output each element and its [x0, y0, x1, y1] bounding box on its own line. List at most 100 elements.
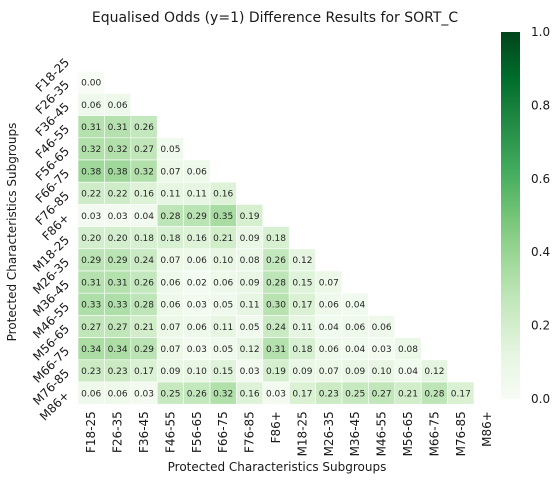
- x-axis-label: Protected Characteristics Subgroups: [168, 460, 387, 474]
- cell-value-label: 0.16: [187, 234, 207, 244]
- cell-value-label: 0.29: [187, 212, 207, 222]
- cell-value-label: 0.16: [240, 389, 260, 399]
- x-tick-label: M46-55: [375, 411, 389, 456]
- cell-value-label: 0.27: [108, 323, 128, 333]
- cell-value-label: 0.11: [240, 301, 260, 311]
- cell-value-label: 0.18: [266, 234, 286, 244]
- cell-value-label: 0.21: [134, 323, 154, 333]
- cell-value-label: 0.34: [81, 345, 101, 355]
- cell-value-label: 0.29: [108, 256, 128, 266]
- cell-value-label: 0.21: [213, 234, 233, 244]
- cell-value-label: 0.06: [345, 323, 365, 333]
- cell-value-label: 0.04: [398, 367, 418, 377]
- cell-value-label: 0.05: [213, 345, 233, 355]
- colorbar-ticks: 0.0 0.2 0.4 0.6 0.8 1.0: [531, 25, 550, 406]
- cell-value-label: 0.32: [134, 167, 154, 177]
- x-tick-label: F46-55: [163, 411, 177, 453]
- colorbar: [501, 32, 520, 399]
- cell-value-label: 0.00: [81, 79, 101, 89]
- cell-value-label: 0.19: [240, 212, 260, 222]
- cell-value-label: 0.29: [134, 345, 154, 355]
- colorbar-tick-label: 0.0: [531, 392, 550, 406]
- cell-value-label: 0.16: [213, 190, 233, 200]
- cell-value-label: 0.18: [134, 234, 154, 244]
- colorbar-tick-label: 1.0: [531, 25, 550, 39]
- cell-value-label: 0.19: [266, 367, 286, 377]
- cell-value-label: 0.23: [319, 389, 339, 399]
- cell-value-label: 0.31: [266, 345, 286, 355]
- cell-value-label: 0.17: [134, 367, 154, 377]
- cell-value-label: 0.18: [160, 234, 180, 244]
- heatmap-cells: 0.00 0.06 0.06 0.31 0.31 0.26 0.32 0.32 0.27 0.05…: [77, 70, 475, 405]
- cell-value-label: 0.38: [81, 167, 101, 177]
- x-tick-label: M66-75: [427, 411, 441, 456]
- cell-value-label: 0.07: [319, 278, 339, 288]
- y-axis-label: Protected Characteristics Subgroups: [5, 123, 19, 342]
- cell-value-label: 0.09: [345, 367, 365, 377]
- cell-value-label: 0.29: [81, 256, 101, 266]
- cell-value-label: 0.11: [292, 323, 312, 333]
- cell-value-label: 0.15: [213, 367, 233, 377]
- cell-value-label: 0.24: [266, 323, 286, 333]
- cell-value-label: 0.06: [187, 323, 207, 333]
- cell-value-label: 0.03: [266, 389, 286, 399]
- cell-value-label: 0.17: [292, 389, 312, 399]
- cell-value-label: 0.04: [345, 345, 365, 355]
- cell-value-label: 0.04: [319, 323, 339, 333]
- cell-value-label: 0.20: [108, 234, 128, 244]
- cell-value-label: 0.11: [187, 190, 207, 200]
- cell-value-label: 0.33: [108, 301, 128, 311]
- cell-value-label: 0.09: [160, 367, 180, 377]
- cell-value-label: 0.02: [187, 278, 207, 288]
- cell-value-label: 0.28: [160, 212, 180, 222]
- cell-value-label: 0.31: [108, 278, 128, 288]
- cell-value-label: 0.24: [134, 256, 154, 266]
- cell-value-label: 0.26: [187, 389, 207, 399]
- x-tick-label: M86+: [480, 411, 494, 447]
- cell-value-label: 0.05: [160, 145, 180, 155]
- cell-value-label: 0.06: [160, 278, 180, 288]
- cell-value-label: 0.06: [372, 323, 392, 333]
- y-tick-labels: F18-25F26-35F36-45F46-55F56-65F66-75F76-…: [30, 55, 72, 423]
- colorbar-tick-label: 0.6: [531, 172, 550, 186]
- cell-value-label: 0.11: [213, 323, 233, 333]
- cell-value-label: 0.26: [266, 256, 286, 266]
- cell-value-label: 0.17: [451, 389, 471, 399]
- cell-value-label: 0.07: [319, 367, 339, 377]
- x-tick-label: F66-75: [216, 411, 230, 453]
- cell-value-label: 0.03: [372, 345, 392, 355]
- x-tick-label: F36-45: [137, 411, 151, 453]
- cell-value-label: 0.26: [134, 123, 154, 133]
- cell-value-label: 0.06: [81, 389, 101, 399]
- cell-value-label: 0.23: [108, 367, 128, 377]
- cell-value-label: 0.17: [292, 301, 312, 311]
- cell-value-label: 0.32: [213, 389, 233, 399]
- chart-title: Equalised Odds (y=1) Difference Results …: [92, 10, 459, 26]
- cell-value-label: 0.03: [134, 389, 154, 399]
- x-tick-label: F86+: [269, 411, 283, 443]
- cell-value-label: 0.28: [266, 278, 286, 288]
- cell-value-label: 0.09: [292, 367, 312, 377]
- cell-value-label: 0.10: [372, 367, 392, 377]
- cell-value-label: 0.03: [240, 367, 260, 377]
- cell-value-label: 0.32: [81, 145, 101, 155]
- colorbar-tick-label: 0.4: [531, 245, 550, 259]
- cell-value-label: 0.08: [398, 345, 418, 355]
- cell-value-label: 0.27: [372, 389, 392, 399]
- x-tick-label: M26-35: [322, 411, 336, 456]
- cell-value-label: 0.05: [240, 323, 260, 333]
- cell-value-label: 0.06: [187, 167, 207, 177]
- cell-value-label: 0.27: [81, 323, 101, 333]
- cell-value-label: 0.06: [213, 278, 233, 288]
- cell-value-label: 0.10: [213, 256, 233, 266]
- cell-value-label: 0.09: [240, 278, 260, 288]
- cell-value-label: 0.28: [134, 301, 154, 311]
- x-tick-label: M36-45: [348, 411, 362, 456]
- cell-value-label: 0.10: [187, 367, 207, 377]
- cell-value-label: 0.34: [108, 345, 128, 355]
- cell-value-label: 0.15: [292, 278, 312, 288]
- cell-value-label: 0.07: [160, 345, 180, 355]
- cell-value-label: 0.31: [81, 123, 101, 133]
- cell-value-label: 0.31: [108, 123, 128, 133]
